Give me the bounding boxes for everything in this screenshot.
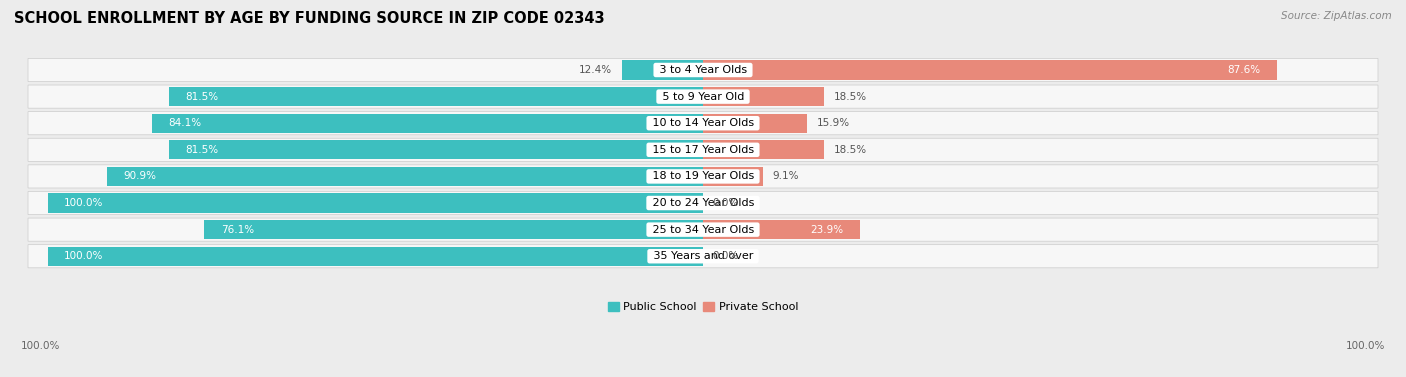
Text: 84.1%: 84.1%: [169, 118, 201, 128]
Text: 15 to 17 Year Olds: 15 to 17 Year Olds: [648, 145, 758, 155]
Text: 18.5%: 18.5%: [834, 92, 868, 101]
Bar: [703, 87, 824, 106]
Text: 76.1%: 76.1%: [221, 225, 254, 234]
Text: 35 Years and over: 35 Years and over: [650, 251, 756, 261]
Bar: [107, 167, 703, 186]
Bar: [48, 193, 703, 213]
Text: 0.0%: 0.0%: [713, 198, 740, 208]
Text: 20 to 24 Year Olds: 20 to 24 Year Olds: [648, 198, 758, 208]
FancyBboxPatch shape: [28, 112, 1378, 135]
Legend: Public School, Private School: Public School, Private School: [603, 297, 803, 317]
Bar: [204, 220, 703, 239]
FancyBboxPatch shape: [28, 192, 1378, 215]
Bar: [703, 113, 807, 133]
Bar: [48, 247, 703, 266]
FancyBboxPatch shape: [28, 165, 1378, 188]
Bar: [703, 140, 824, 159]
Text: 90.9%: 90.9%: [124, 172, 157, 181]
Text: 9.1%: 9.1%: [772, 172, 799, 181]
Text: 100.0%: 100.0%: [65, 198, 104, 208]
FancyBboxPatch shape: [28, 218, 1378, 241]
Text: 0.0%: 0.0%: [713, 251, 740, 261]
Text: 23.9%: 23.9%: [810, 225, 844, 234]
Text: 10 to 14 Year Olds: 10 to 14 Year Olds: [648, 118, 758, 128]
Bar: [703, 167, 762, 186]
Text: 5 to 9 Year Old: 5 to 9 Year Old: [658, 92, 748, 101]
Text: 15.9%: 15.9%: [817, 118, 851, 128]
FancyBboxPatch shape: [28, 138, 1378, 161]
Bar: [169, 140, 703, 159]
Text: 81.5%: 81.5%: [186, 145, 218, 155]
Text: 87.6%: 87.6%: [1227, 65, 1261, 75]
FancyBboxPatch shape: [28, 245, 1378, 268]
Text: 12.4%: 12.4%: [579, 65, 612, 75]
Bar: [169, 87, 703, 106]
Text: 3 to 4 Year Olds: 3 to 4 Year Olds: [655, 65, 751, 75]
Text: 18.5%: 18.5%: [834, 145, 868, 155]
Bar: [152, 113, 703, 133]
Bar: [703, 60, 1277, 80]
Text: Source: ZipAtlas.com: Source: ZipAtlas.com: [1281, 11, 1392, 21]
Text: 81.5%: 81.5%: [186, 92, 218, 101]
Bar: [621, 60, 703, 80]
Text: 100.0%: 100.0%: [21, 340, 60, 351]
FancyBboxPatch shape: [28, 85, 1378, 108]
FancyBboxPatch shape: [28, 58, 1378, 81]
Bar: [703, 220, 859, 239]
Text: 100.0%: 100.0%: [1346, 340, 1385, 351]
Text: 25 to 34 Year Olds: 25 to 34 Year Olds: [648, 225, 758, 234]
Text: 18 to 19 Year Olds: 18 to 19 Year Olds: [648, 172, 758, 181]
Text: SCHOOL ENROLLMENT BY AGE BY FUNDING SOURCE IN ZIP CODE 02343: SCHOOL ENROLLMENT BY AGE BY FUNDING SOUR…: [14, 11, 605, 26]
Text: 100.0%: 100.0%: [65, 251, 104, 261]
